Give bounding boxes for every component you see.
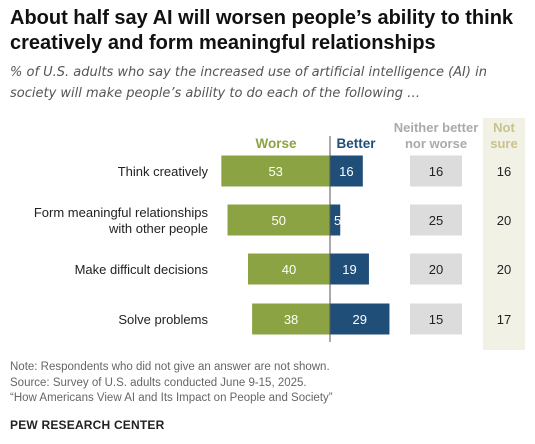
label-not-sure: 17 [497, 312, 511, 327]
bar-better [330, 303, 390, 335]
label-not-sure: 20 [497, 213, 511, 228]
bar-worse [221, 155, 330, 187]
category-label: Form meaningful relationships [34, 205, 209, 220]
box-neither [410, 253, 462, 285]
label-worse: 40 [282, 262, 296, 277]
box-neither [410, 155, 462, 187]
box-neither [410, 303, 462, 335]
label-neither: 16 [429, 164, 443, 179]
legend-neither-line: nor worse [405, 136, 467, 151]
not-sure-column-bg [483, 118, 525, 350]
label-not-sure: 16 [497, 164, 511, 179]
category-label: Solve problems [118, 312, 208, 327]
report-title: “How Americans View AI and Its Impact on… [10, 392, 333, 404]
label-neither: 15 [429, 312, 443, 327]
label-better: 5 [334, 213, 341, 228]
note-text: Note: Respondents who did not give an an… [10, 361, 330, 373]
category-label: Make difficult decisions [75, 262, 209, 277]
chart-subtitle: % of U.S. adults who say the increased u… [10, 65, 487, 101]
bar-worse [227, 204, 330, 236]
legend-not-sure-line: Not [493, 120, 515, 135]
box-neither [410, 204, 462, 236]
source-text: Source: Survey of U.S. adults conducted … [10, 376, 307, 389]
legend-neither-line: Neither better [394, 120, 479, 135]
bar-better [330, 155, 363, 187]
label-neither: 25 [429, 213, 443, 228]
legend-worse: Worse [255, 136, 297, 151]
chart-title: About half say AI will worsen people’s a… [10, 7, 514, 54]
label-better: 29 [352, 312, 366, 327]
bar-worse [248, 253, 330, 285]
brand-logo-text: PEW RESEARCH CENTER [10, 418, 165, 432]
notes: Note: Respondents who did not give an an… [10, 360, 525, 407]
label-worse: 53 [268, 164, 282, 179]
bar-worse [252, 303, 330, 335]
label-better: 19 [342, 262, 356, 277]
category-label: with other people [108, 221, 208, 236]
label-better: 16 [339, 164, 353, 179]
label-not-sure: 20 [497, 262, 511, 277]
label-neither: 20 [429, 262, 443, 277]
category-label: Think creatively [118, 164, 209, 179]
legend-better: Better [336, 136, 376, 151]
label-worse: 50 [272, 213, 286, 228]
bar-better [330, 253, 369, 285]
bar-better [330, 204, 341, 236]
legend-not-sure-line: sure [490, 136, 517, 151]
label-worse: 38 [284, 312, 298, 327]
